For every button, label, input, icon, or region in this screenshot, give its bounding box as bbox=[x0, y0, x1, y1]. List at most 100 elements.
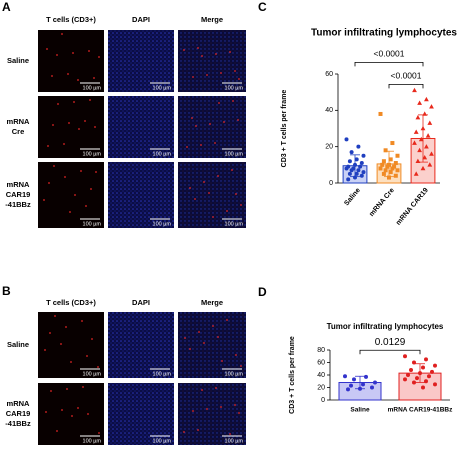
row-label: Saline bbox=[7, 340, 29, 349]
y-axis-label: CD3 + T cells per frame bbox=[281, 90, 288, 168]
cell-dot bbox=[69, 211, 71, 213]
data-point bbox=[427, 120, 433, 125]
cell-dot bbox=[95, 171, 97, 173]
cell-dot bbox=[212, 325, 214, 327]
cell-dot bbox=[223, 121, 225, 123]
scale-bar-label: 100 µm bbox=[153, 438, 172, 444]
cell-dot bbox=[195, 125, 197, 127]
data-point bbox=[427, 374, 431, 379]
data-point bbox=[383, 148, 388, 153]
cell-dot bbox=[232, 100, 234, 102]
micrograph bbox=[108, 383, 174, 445]
data-point bbox=[364, 374, 368, 379]
cell-dot bbox=[183, 431, 185, 433]
scale-bar-label: 100 µm bbox=[153, 371, 172, 377]
data-point bbox=[393, 161, 398, 166]
micrograph bbox=[178, 96, 246, 158]
data-point bbox=[433, 363, 437, 368]
cell-dot bbox=[191, 117, 193, 119]
cell-dot bbox=[46, 48, 48, 50]
cell-dot bbox=[71, 415, 73, 417]
data-point bbox=[354, 157, 359, 162]
cell-dot bbox=[85, 205, 87, 207]
data-point bbox=[361, 382, 365, 387]
data-point bbox=[383, 168, 388, 173]
data-point bbox=[373, 380, 377, 385]
cell-dot bbox=[61, 409, 63, 411]
chart-title: Tumor infiltrating lymphocytes bbox=[311, 28, 457, 39]
cell-dot bbox=[240, 204, 242, 206]
y-tick-label: 20 bbox=[317, 384, 325, 391]
cell-dot bbox=[49, 332, 51, 334]
cell-dot bbox=[234, 70, 236, 72]
cell-dot bbox=[43, 199, 45, 201]
cell-dot bbox=[93, 77, 95, 79]
cell-dot bbox=[64, 176, 66, 178]
cell-dot bbox=[221, 360, 223, 362]
cell-dot bbox=[217, 336, 219, 338]
x-tick-label: Saline bbox=[343, 187, 362, 207]
data-point bbox=[417, 100, 422, 105]
micrograph bbox=[108, 312, 174, 378]
cell-dot bbox=[240, 365, 242, 367]
data-point bbox=[381, 159, 386, 164]
micrograph bbox=[108, 30, 174, 92]
scale-bar-label: 100 µm bbox=[153, 221, 172, 227]
micrograph bbox=[178, 30, 246, 92]
data-point bbox=[425, 133, 431, 138]
data-point bbox=[403, 354, 407, 359]
data-point bbox=[424, 144, 429, 149]
data-point bbox=[378, 166, 383, 171]
data-point bbox=[406, 373, 410, 377]
scale-bar-label: 100 µm bbox=[225, 151, 244, 157]
data-point bbox=[361, 153, 366, 158]
data-point bbox=[347, 159, 352, 164]
data-point bbox=[395, 153, 400, 158]
data-point bbox=[344, 166, 349, 171]
cell-dot bbox=[98, 56, 100, 58]
data-point bbox=[353, 175, 357, 180]
cell-dot bbox=[90, 188, 92, 190]
data-point bbox=[387, 175, 391, 180]
data-point bbox=[349, 168, 354, 173]
cell-dot bbox=[97, 366, 99, 368]
chart-title: Tumor infiltrating lymphocytes bbox=[327, 322, 444, 331]
x-tick-label: mRNA CAR19 bbox=[395, 187, 430, 227]
cell-dot bbox=[234, 404, 236, 406]
data-point bbox=[390, 166, 395, 171]
micrograph bbox=[108, 162, 174, 228]
data-point bbox=[403, 377, 407, 382]
cell-dot bbox=[214, 142, 216, 144]
data-point bbox=[429, 151, 434, 156]
data-point bbox=[346, 387, 350, 392]
scale-bar-label: 100 µm bbox=[225, 85, 244, 91]
data-point bbox=[346, 177, 351, 182]
cell-dot bbox=[226, 319, 228, 321]
cell-dot bbox=[238, 78, 240, 80]
data-point bbox=[420, 125, 426, 131]
significance-bracket bbox=[354, 61, 424, 67]
cell-dot bbox=[53, 165, 55, 167]
data-point bbox=[412, 360, 416, 365]
data-point bbox=[415, 158, 421, 163]
y-tick-label: 20 bbox=[325, 144, 333, 151]
row-label: mRNA bbox=[7, 399, 31, 408]
cell-dot bbox=[48, 182, 50, 184]
row-label: Saline bbox=[7, 56, 29, 65]
cell-dot bbox=[217, 175, 219, 177]
significance-label: <0.0001 bbox=[391, 71, 422, 81]
data-point bbox=[347, 171, 352, 176]
y-tick-label: 0 bbox=[329, 180, 333, 187]
data-point bbox=[361, 170, 366, 175]
cell-dot bbox=[63, 143, 65, 145]
data-point bbox=[388, 170, 393, 175]
scale-bar-label: 100 µm bbox=[83, 221, 102, 227]
scale-bar-label: 100 µm bbox=[153, 151, 172, 157]
data-point bbox=[356, 168, 361, 173]
data-point bbox=[388, 157, 393, 162]
cell-dot bbox=[91, 338, 93, 340]
micrograph bbox=[178, 312, 246, 378]
cell-dot bbox=[220, 406, 222, 408]
data-point bbox=[415, 376, 419, 381]
cell-dot bbox=[203, 181, 205, 183]
